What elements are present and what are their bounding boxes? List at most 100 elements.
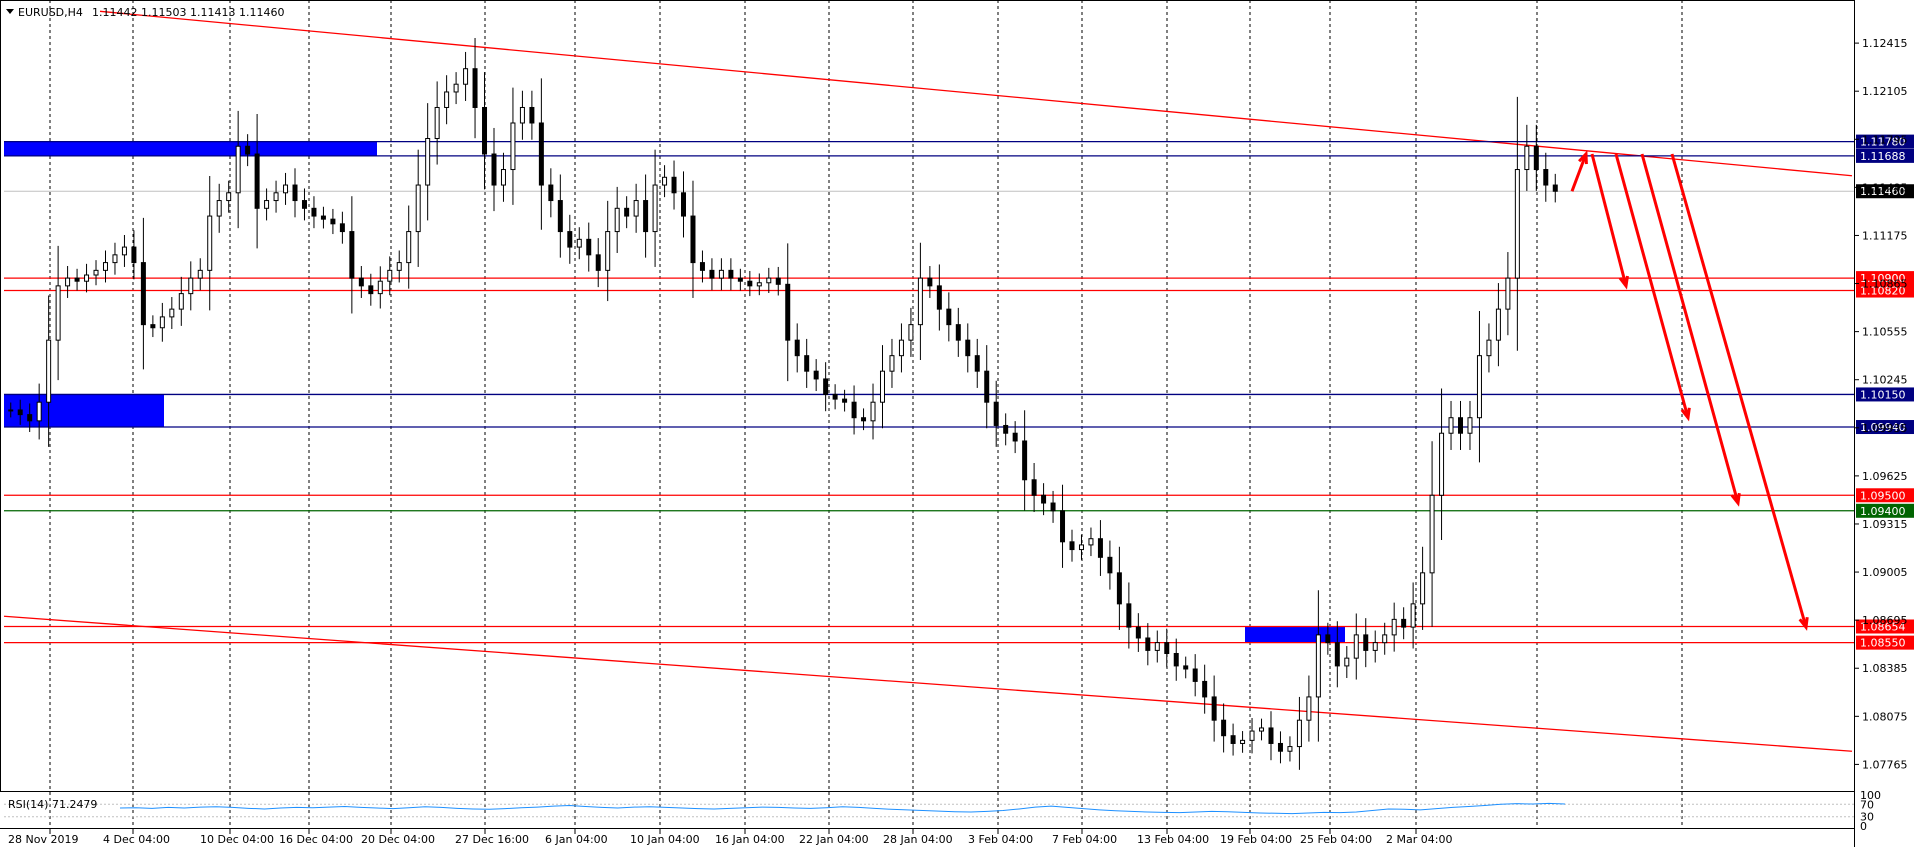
candle-body xyxy=(1486,339,1492,357)
candle-body xyxy=(917,277,923,326)
candle-body xyxy=(1145,637,1151,651)
candle-body xyxy=(1173,652,1179,667)
candle-body xyxy=(908,324,914,341)
projection-arrow xyxy=(1570,153,1588,192)
candle-body xyxy=(1230,735,1236,744)
candle-body xyxy=(140,262,146,326)
candle-body xyxy=(273,192,279,202)
candle-body xyxy=(813,370,819,380)
candle-body xyxy=(425,138,431,186)
candle-body xyxy=(1031,479,1037,496)
candle-body xyxy=(633,200,639,217)
menu-triangle-icon[interactable] xyxy=(6,9,14,14)
candle-body xyxy=(1192,668,1198,682)
candle-body xyxy=(207,215,213,271)
price-tick-label: 1.11795 xyxy=(1862,133,1908,146)
candle-body xyxy=(718,269,724,279)
candle-body xyxy=(102,262,108,271)
current-price-tag xyxy=(1856,184,1914,199)
time-tick-label: 3 Feb 04:00 xyxy=(968,833,1033,846)
candle-body xyxy=(567,231,573,248)
time-tick-label: 16 Dec 04:00 xyxy=(279,833,353,846)
candle-body xyxy=(965,339,971,357)
rsi-label: RSI(14) 71.2479 xyxy=(8,798,97,811)
candle-body xyxy=(614,207,620,233)
projection-arrow xyxy=(1590,153,1628,287)
time-tick-label: 19 Feb 04:00 xyxy=(1220,833,1292,846)
candle-body xyxy=(529,106,535,124)
candle-body xyxy=(605,231,611,271)
candle-body xyxy=(1050,502,1056,512)
candle-body xyxy=(1552,184,1558,192)
candle-body xyxy=(936,285,942,310)
candle-body xyxy=(946,308,952,326)
candle-body xyxy=(1003,424,1009,434)
candle-body xyxy=(93,269,99,276)
price-tick-label: 1.09935 xyxy=(1862,422,1908,435)
price-level-label: 1.11688 xyxy=(1860,150,1906,163)
price-tick-label: 1.08695 xyxy=(1862,614,1908,627)
candle-body xyxy=(785,283,791,341)
candle-body xyxy=(406,231,412,264)
price-axis: 1.12415 1.12105 1.11795 1.11485 1.11175 1.108… xyxy=(1854,37,1908,771)
candle-body xyxy=(879,370,885,403)
projection-arrow xyxy=(1640,153,1740,504)
price-level-tag xyxy=(1856,488,1914,503)
projection-arrow-head xyxy=(1798,617,1809,631)
candle-body xyxy=(1505,277,1511,310)
candle-body xyxy=(131,246,137,264)
candle-body xyxy=(851,401,857,419)
candle-body xyxy=(1543,169,1549,186)
candle-body xyxy=(434,106,440,140)
projection-arrow xyxy=(1670,153,1808,628)
candle-body xyxy=(368,285,374,295)
candles xyxy=(8,37,1558,770)
price-level-tag xyxy=(1856,148,1914,163)
price-tick-label: 1.09315 xyxy=(1862,518,1908,531)
projection-arrow-head xyxy=(1730,492,1741,507)
candle-body xyxy=(226,192,232,202)
candle-body xyxy=(491,153,497,186)
candle-body xyxy=(500,169,506,186)
candle-body xyxy=(1372,642,1378,651)
candle-body xyxy=(1249,730,1255,741)
candle-body xyxy=(235,145,241,194)
candle-body xyxy=(1240,739,1246,744)
price-tick-label: 1.07765 xyxy=(1862,758,1908,771)
candle-body xyxy=(1315,634,1321,698)
price-tick-label: 1.09005 xyxy=(1862,566,1908,579)
candle-body xyxy=(472,68,478,108)
rsi-line xyxy=(119,802,1566,815)
candle-body xyxy=(1410,603,1416,628)
price-level-tag xyxy=(1856,420,1914,435)
candle-body xyxy=(510,122,516,171)
candle-body xyxy=(728,269,734,279)
price-level-label: 1.08654 xyxy=(1860,621,1906,634)
candle-body xyxy=(870,401,876,422)
candle-body xyxy=(1135,626,1141,639)
candle-body xyxy=(681,192,687,217)
candle-body xyxy=(662,176,668,186)
price-tick-label: 1.10555 xyxy=(1862,326,1908,339)
candle-body xyxy=(1467,417,1473,434)
candle-body xyxy=(984,370,990,403)
upper-trend-line xyxy=(99,10,1853,177)
candle-body xyxy=(794,339,800,357)
lower-trend-line xyxy=(3,615,1853,752)
price-tick-label: 1.11175 xyxy=(1862,229,1908,242)
candle-body xyxy=(415,184,421,233)
candle-body xyxy=(1448,417,1454,434)
candle-body xyxy=(396,262,402,271)
ohlc-label: 1.11442 1.11503 1.11413 1.11460 xyxy=(92,6,284,19)
price-tick-label: 1.08385 xyxy=(1862,662,1908,675)
time-tick-label: 4 Dec 04:00 xyxy=(103,833,170,846)
price-level-tag xyxy=(1856,271,1914,286)
candle-body xyxy=(671,176,677,194)
time-tick-label: 25 Feb 04:00 xyxy=(1300,833,1372,846)
candle-body xyxy=(254,153,260,209)
candle-body xyxy=(1401,618,1407,628)
candle-body xyxy=(766,277,772,284)
